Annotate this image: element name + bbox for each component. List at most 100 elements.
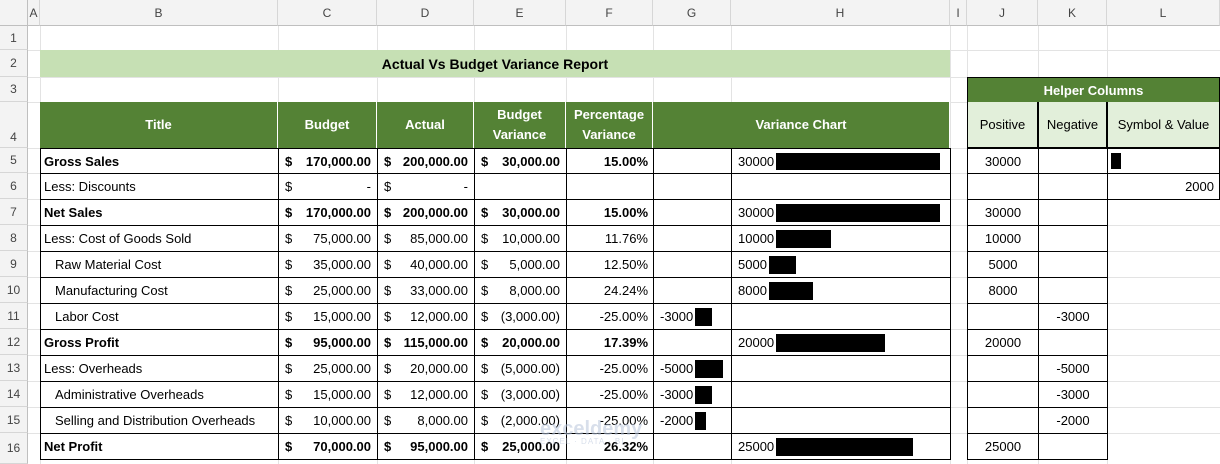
column-header-h[interactable]: H — [731, 0, 950, 26]
row-title[interactable]: Labor Cost — [40, 303, 279, 330]
actual-cell[interactable]: $115,000.00 — [377, 329, 475, 356]
actual-cell[interactable]: $20,000.00 — [377, 355, 475, 382]
helper-negative-cell[interactable] — [1038, 199, 1108, 226]
percentage-cell[interactable]: -25.00% — [566, 355, 654, 382]
select-all-corner[interactable] — [0, 0, 28, 26]
actual-cell[interactable]: $12,000.00 — [377, 303, 475, 330]
actual-cell[interactable]: $12,000.00 — [377, 381, 475, 408]
budget-cell[interactable]: $70,000.00 — [278, 433, 378, 460]
variance-cell[interactable] — [474, 173, 567, 200]
row-header-16[interactable]: 16 — [0, 433, 28, 464]
row-title[interactable]: Net Sales — [40, 199, 279, 226]
helper-positive-cell[interactable] — [967, 303, 1039, 330]
helper-negative-cell[interactable]: -3000 — [1038, 381, 1108, 408]
variance-chart-negative-cell[interactable] — [653, 148, 732, 174]
row-title[interactable]: Raw Material Cost — [40, 251, 279, 278]
variance-chart-positive-cell[interactable]: 30000 — [731, 199, 951, 226]
actual-cell[interactable]: $200,000.00 — [377, 199, 475, 226]
row-header-13[interactable]: 13 — [0, 355, 28, 381]
helper-positive-cell[interactable]: 30000 — [967, 199, 1039, 226]
budget-cell[interactable]: $170,000.00 — [278, 199, 378, 226]
row-header-9[interactable]: 9 — [0, 251, 28, 277]
variance-chart-positive-cell[interactable]: 30000 — [731, 148, 951, 174]
variance-cell[interactable]: $30,000.00 — [474, 148, 567, 174]
budget-cell[interactable]: $15,000.00 — [278, 303, 378, 330]
helper-negative-cell[interactable] — [1038, 251, 1108, 278]
budget-cell[interactable]: $95,000.00 — [278, 329, 378, 356]
row-header-6[interactable]: 6 — [0, 173, 28, 199]
variance-chart-negative-cell[interactable]: -2000 — [653, 407, 732, 434]
budget-cell[interactable]: $10,000.00 — [278, 407, 378, 434]
column-header-f[interactable]: F — [566, 0, 653, 26]
percentage-cell[interactable]: 15.00% — [566, 148, 654, 174]
variance-chart-positive-cell[interactable]: 8000 — [731, 277, 951, 304]
helper-negative-cell[interactable] — [1038, 277, 1108, 304]
actual-cell[interactable]: $8,000.00 — [377, 407, 475, 434]
variance-cell[interactable]: $5,000.00 — [474, 251, 567, 278]
variance-cell[interactable]: $ (3,000.00) — [474, 303, 567, 330]
row-header-15[interactable]: 15 — [0, 407, 28, 433]
row-title[interactable]: Manufacturing Cost — [40, 277, 279, 304]
helper-positive-cell[interactable] — [967, 173, 1039, 200]
variance-chart-positive-cell[interactable] — [731, 173, 951, 200]
variance-cell[interactable]: $ (5,000.00) — [474, 355, 567, 382]
helper-negative-cell[interactable]: -3000 — [1038, 303, 1108, 330]
row-header-12[interactable]: 12 — [0, 329, 28, 355]
variance-chart-negative-cell[interactable] — [653, 433, 732, 460]
row-header-3[interactable]: 3 — [0, 77, 28, 102]
column-header-i[interactable]: I — [950, 0, 967, 26]
variance-chart-negative-cell[interactable]: -5000 — [653, 355, 732, 382]
variance-chart-negative-cell[interactable] — [653, 199, 732, 226]
budget-cell[interactable]: $35,000.00 — [278, 251, 378, 278]
row-header-14[interactable]: 14 — [0, 381, 28, 407]
row-title[interactable]: Net Profit — [40, 433, 279, 460]
column-header-b[interactable]: B — [40, 0, 278, 26]
column-header-j[interactable]: J — [967, 0, 1038, 26]
column-header-a[interactable]: A — [28, 0, 40, 26]
row-title[interactable]: Gross Profit — [40, 329, 279, 356]
variance-chart-negative-cell[interactable]: -3000 — [653, 303, 732, 330]
helper-negative-cell[interactable] — [1038, 173, 1108, 200]
column-header-g[interactable]: G — [653, 0, 731, 26]
row-header-8[interactable]: 8 — [0, 225, 28, 251]
helper-positive-cell[interactable] — [967, 381, 1039, 408]
percentage-cell[interactable]: 15.00% — [566, 199, 654, 226]
helper-positive-cell[interactable] — [967, 407, 1039, 434]
variance-chart-positive-cell[interactable]: 20000 — [731, 329, 951, 356]
row-title[interactable]: Administrative Overheads — [40, 381, 279, 408]
percentage-cell[interactable] — [566, 173, 654, 200]
variance-cell[interactable]: $ (3,000.00) — [474, 381, 567, 408]
actual-cell[interactable]: $ - — [377, 173, 475, 200]
column-header-d[interactable]: D — [377, 0, 474, 26]
budget-cell[interactable]: $15,000.00 — [278, 381, 378, 408]
helper-positive-cell[interactable]: 30000 — [967, 148, 1039, 174]
percentage-cell[interactable]: -25.00% — [566, 303, 654, 330]
variance-cell[interactable]: $25,000.00 — [474, 433, 567, 460]
row-header-5[interactable]: 5 — [0, 148, 28, 173]
percentage-cell[interactable]: 17.39% — [566, 329, 654, 356]
variance-chart-positive-cell[interactable]: 5000 — [731, 251, 951, 278]
variance-chart-negative-cell[interactable] — [653, 173, 732, 200]
budget-cell[interactable]: $ - — [278, 173, 378, 200]
row-title[interactable]: Less: Overheads — [40, 355, 279, 382]
variance-cell[interactable]: $8,000.00 — [474, 277, 567, 304]
percentage-cell[interactable]: 12.50% — [566, 251, 654, 278]
column-header-e[interactable]: E — [474, 0, 566, 26]
budget-cell[interactable]: $25,000.00 — [278, 355, 378, 382]
actual-cell[interactable]: $95,000.00 — [377, 433, 475, 460]
column-header-k[interactable]: K — [1038, 0, 1107, 26]
helper-positive-cell[interactable]: 25000 — [967, 433, 1039, 460]
column-header-c[interactable]: C — [278, 0, 377, 26]
row-title[interactable]: Less: Cost of Goods Sold — [40, 225, 279, 252]
row-title[interactable]: Less: Discounts — [40, 173, 279, 200]
variance-chart-positive-cell[interactable] — [731, 407, 951, 434]
budget-cell[interactable]: $170,000.00 — [278, 148, 378, 174]
helper-positive-cell[interactable]: 10000 — [967, 225, 1039, 252]
row-header-11[interactable]: 11 — [0, 303, 28, 329]
percentage-cell[interactable]: 24.24% — [566, 277, 654, 304]
variance-chart-negative-cell[interactable] — [653, 225, 732, 252]
helper-positive-cell[interactable]: 5000 — [967, 251, 1039, 278]
helper-negative-cell[interactable] — [1038, 329, 1108, 356]
helper-positive-cell[interactable]: 20000 — [967, 329, 1039, 356]
variance-chart-positive-cell[interactable] — [731, 381, 951, 408]
